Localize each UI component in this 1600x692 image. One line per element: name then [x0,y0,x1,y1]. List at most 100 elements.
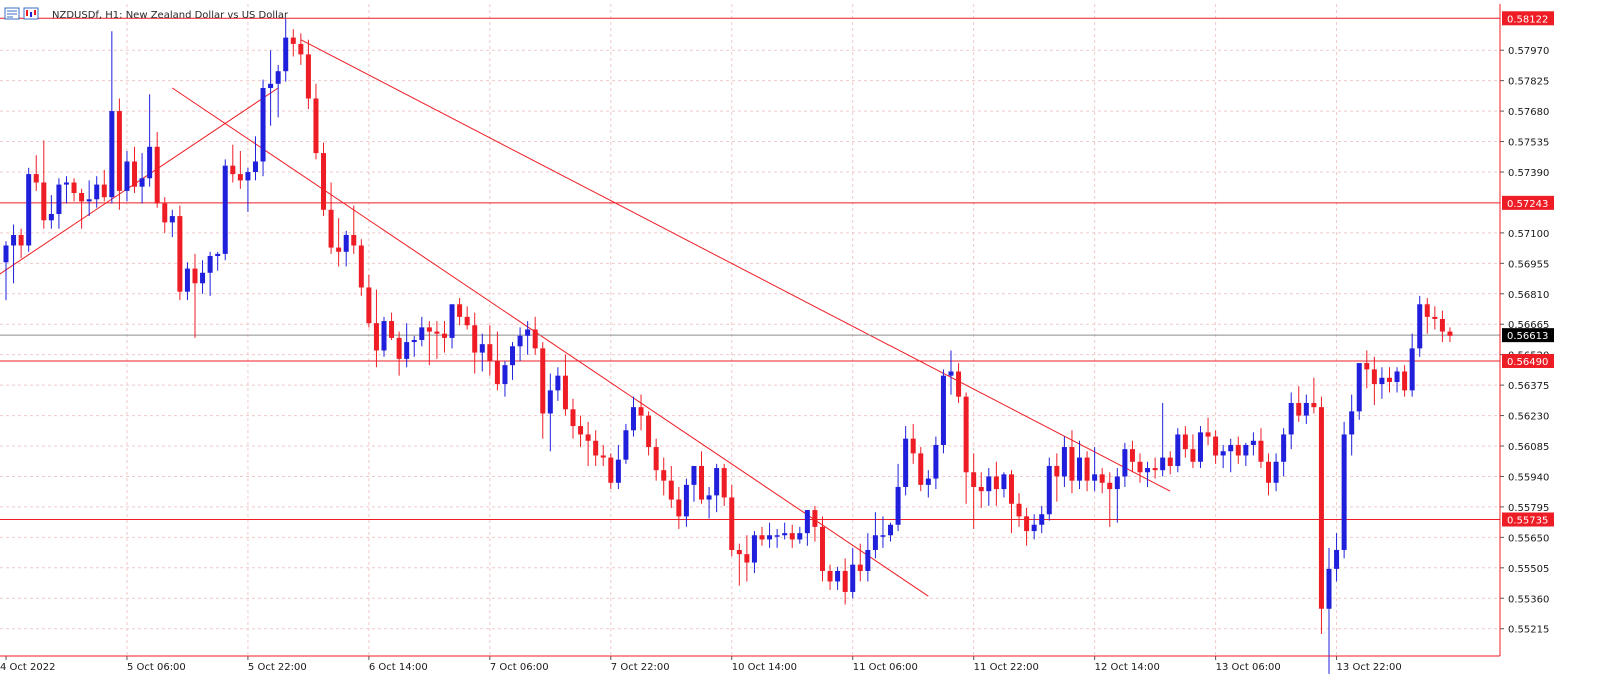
candle-body [56,184,62,214]
candle [646,411,652,456]
chart-window-icon [4,7,39,20]
candle-body [147,146,153,179]
candle [358,239,364,296]
candle [668,465,674,508]
candle-body [600,455,606,458]
candle-body [441,333,447,338]
candle [192,253,198,338]
candle [1273,453,1279,492]
candle-body [1334,549,1340,569]
candle-body [585,434,591,441]
symbol-title: NZDUSDf, H1: New Zealand Dollar vs US Do… [52,10,289,21]
candle-body [910,438,916,454]
candle-body [759,535,765,540]
candle [502,360,508,397]
trendline[interactable] [300,39,1171,492]
candle [381,316,387,357]
trendline[interactable] [0,87,279,275]
candle-body [321,153,327,210]
candle-body [1386,377,1392,382]
candle [857,543,863,582]
candle-body [1311,402,1317,408]
candle-body [835,570,841,582]
candle-body [290,37,296,44]
candle-body [101,184,107,198]
candle-body [608,457,614,483]
candle-body [1349,411,1355,435]
candle-body [1084,457,1090,481]
candle [434,321,440,359]
candle-body [827,570,833,582]
candle [1341,421,1347,559]
candle-body [525,329,531,336]
candle-body [1175,434,1181,466]
candle-body [169,216,175,223]
candle [880,516,886,548]
candle [963,392,969,504]
candle [313,83,319,160]
candle [373,289,379,368]
candle-body [683,484,689,517]
chart-axes: 0.57970 0.57825 0.57680 0.57535 0.57390 0.571… [0,4,1554,673]
candle [1424,297,1430,334]
candle [993,461,999,506]
candle-body [971,472,977,487]
candle-body [1182,434,1188,450]
candle [1213,430,1219,464]
candle-body [472,325,478,353]
level-price-label: 0.55735 [1507,516,1548,527]
candle [139,153,145,204]
candle [230,144,236,183]
candle [237,150,243,189]
candle [101,169,107,202]
candle-body [1077,457,1083,481]
candle-body [260,87,266,162]
candle-body [162,203,168,223]
candle-body [396,337,402,359]
candle [1402,365,1408,397]
candle-body [510,346,516,366]
candle-body [789,533,795,540]
candle [86,180,92,217]
candle-body [857,564,863,571]
candle-body [79,192,85,202]
candle-body [993,476,999,490]
candle [683,478,689,527]
candle [532,316,538,355]
candle [404,323,410,368]
candle-body [1235,444,1241,456]
candle [351,205,357,254]
candle [479,333,485,372]
candle-body [1273,461,1279,483]
candle [207,251,213,296]
candle [1084,451,1090,492]
candle-body [1016,503,1022,517]
candle [925,470,931,498]
candle-body [1424,304,1430,317]
candle-body [1137,461,1143,473]
x-tick-label: 7 Oct 06:00 [490,662,549,673]
candle-body [729,497,735,550]
candle [699,451,705,504]
candle-body [1266,461,1272,483]
candle [147,94,153,187]
candle [842,558,848,605]
candle-body [865,549,871,571]
candle [1061,436,1067,487]
candle [18,228,24,259]
trendline[interactable] [172,87,929,597]
candle [154,132,160,208]
candle-body [978,486,984,492]
candle [305,39,311,109]
candle-body [676,499,682,517]
y-tick-label: 0.55360 [1508,594,1549,605]
candle [827,564,833,590]
candle [1145,461,1151,487]
candle-body [494,360,500,385]
candle-body [736,549,742,555]
candle-body [918,453,924,485]
candle-body [487,344,493,361]
candle-body [819,526,825,571]
x-tick-label: 4 Oct 2022 [0,662,55,673]
